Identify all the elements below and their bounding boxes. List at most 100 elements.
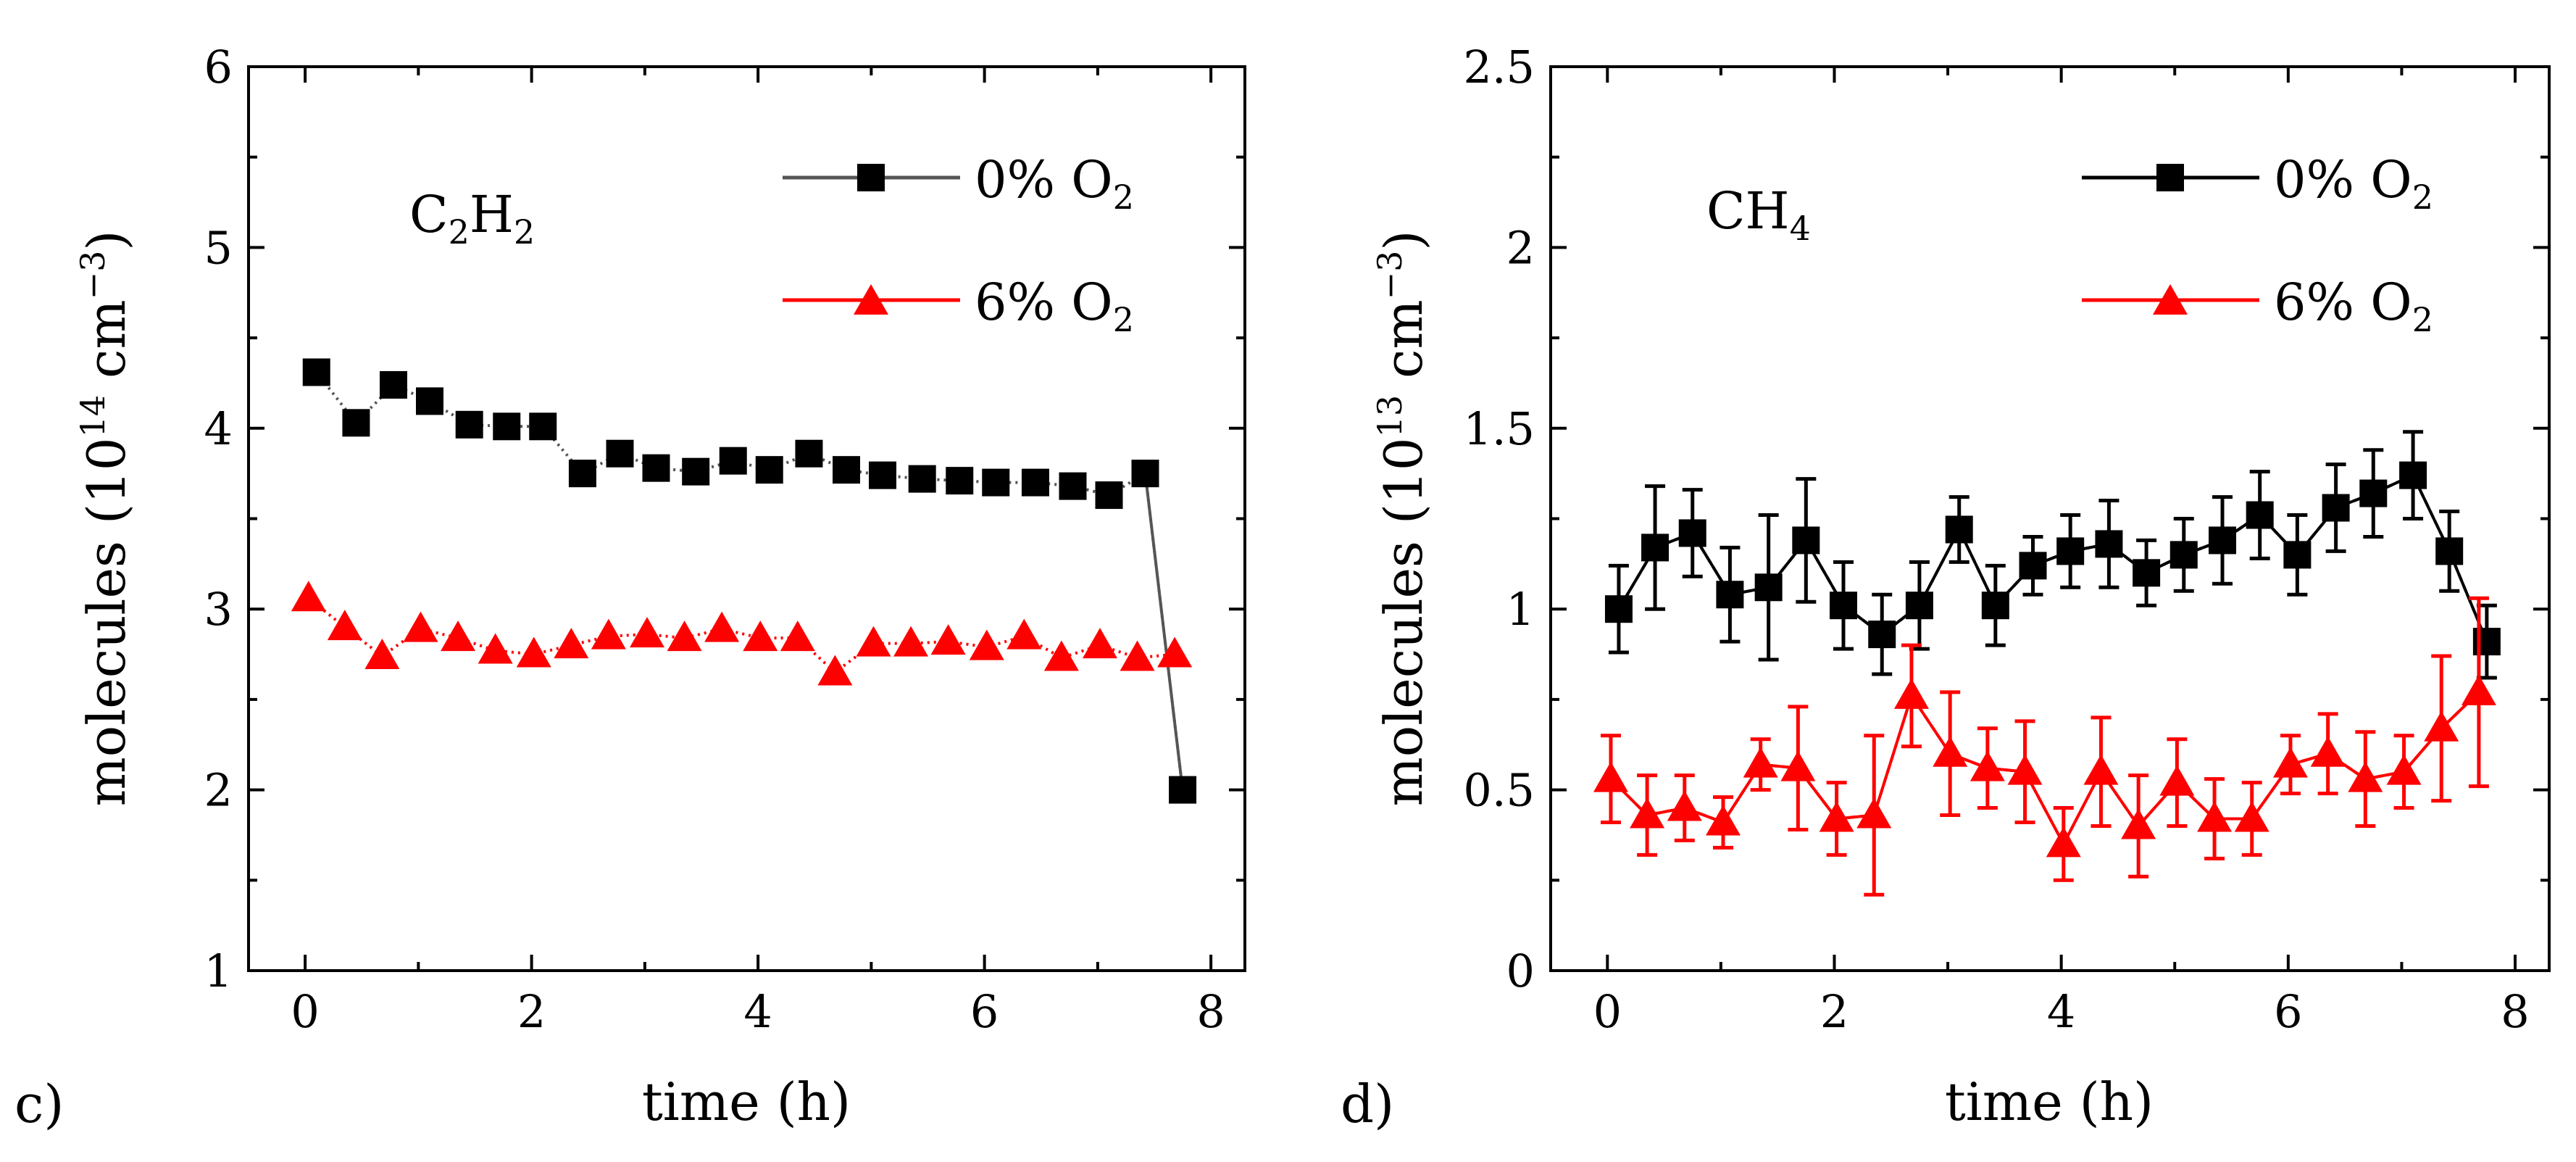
data-point-triangle xyxy=(2197,801,2233,832)
data-point-triangle xyxy=(1743,747,1778,778)
x-tick-label: 6 xyxy=(970,985,999,1038)
data-point-square xyxy=(1095,481,1123,510)
data-point-triangle xyxy=(704,611,740,642)
data-point-square xyxy=(455,410,483,439)
panel-label-c: c) xyxy=(14,1074,64,1134)
data-point-square xyxy=(1021,468,1049,497)
data-point-square xyxy=(529,412,557,441)
legend-label-1: 6% O2 xyxy=(2274,273,2433,339)
x-axis-label: time (h) xyxy=(1945,1071,2154,1132)
data-point-triangle xyxy=(2272,747,2308,778)
data-point-square xyxy=(1169,776,1197,804)
data-point-triangle xyxy=(780,621,815,652)
data-point-triangle xyxy=(478,633,513,664)
data-point-triangle xyxy=(1667,790,1702,821)
data-point-square xyxy=(1716,581,1744,609)
y-tick-label: 4 xyxy=(204,402,233,455)
data-point-square xyxy=(833,456,860,484)
data-point-triangle xyxy=(2424,710,2459,742)
y-tick-label: 0.5 xyxy=(1463,764,1535,817)
x-axis-label: time (h) xyxy=(642,1071,851,1132)
data-point-square xyxy=(2435,537,2464,565)
x-tick-label: 0 xyxy=(291,985,319,1038)
data-point-triangle xyxy=(1969,750,2005,781)
data-point-square xyxy=(2359,479,2388,507)
data-point-square xyxy=(2056,537,2085,565)
data-point-square xyxy=(1604,595,1633,623)
legend-marker-triangle xyxy=(854,284,888,315)
data-point-triangle xyxy=(1780,750,1816,781)
data-point-triangle xyxy=(2310,736,2346,767)
x-tick-label: 8 xyxy=(2501,985,2529,1038)
data-point-triangle xyxy=(1893,678,1929,709)
data-point-triangle xyxy=(743,621,778,652)
x-tick-label: 2 xyxy=(517,985,546,1038)
data-point-square xyxy=(2399,461,2427,489)
data-point-triangle xyxy=(1157,636,1193,668)
data-point-square xyxy=(1641,534,1670,562)
series-line-solid xyxy=(1617,473,2488,642)
y-axis-label: molecules (1013 cm−3) xyxy=(1370,230,1434,806)
data-point-triangle xyxy=(667,621,702,652)
x-tick-label: 8 xyxy=(1196,985,1225,1038)
data-point-triangle xyxy=(930,624,966,655)
x-tick-label: 2 xyxy=(1820,985,1848,1038)
data-point-square xyxy=(1945,515,1973,544)
legend-marker-square xyxy=(857,164,885,191)
data-point-square xyxy=(1678,519,1706,547)
panel-c: 0 2 4 6 8 1 2 3 4 5 6 C2H2 0% O2 6% O2 time (h) mo… xyxy=(14,41,1246,1134)
data-point-triangle xyxy=(2083,754,2119,785)
data-point-triangle xyxy=(893,626,929,657)
series-line-drop xyxy=(1143,473,1185,790)
legend-marker-square xyxy=(2156,164,2184,191)
legend: 0% O2 6% O2 xyxy=(2082,150,2433,339)
y-tick-label: 5 xyxy=(204,221,233,274)
data-point-square xyxy=(2322,494,2350,522)
data-point-triangle xyxy=(969,629,1004,660)
series-group xyxy=(1593,430,2501,897)
data-point-triangle xyxy=(1083,628,1117,659)
x-tick-label: 4 xyxy=(2047,985,2075,1038)
data-point-square xyxy=(2169,541,2198,569)
data-point-triangle xyxy=(856,626,891,657)
series-line xyxy=(307,597,1175,675)
data-point-square xyxy=(1905,592,1933,620)
legend-label-0: 0% O2 xyxy=(975,150,1134,217)
data-point-triangle xyxy=(2007,754,2043,785)
tick-labels: 0 2 4 6 8 0 0.5 1 1.5 2 2.5 xyxy=(1463,41,2529,1038)
data-point-triangle xyxy=(591,618,626,650)
legend-marker-triangle xyxy=(2153,284,2188,315)
data-point-triangle xyxy=(817,655,853,686)
data-point-square xyxy=(682,457,710,486)
data-point-square xyxy=(342,409,370,437)
series-six-o2 xyxy=(291,581,1193,686)
data-point-triangle xyxy=(630,617,664,648)
y-tick-label: 1.5 xyxy=(1463,402,1535,455)
data-point-triangle xyxy=(1856,797,1892,829)
data-point-square xyxy=(416,387,443,415)
data-point-triangle xyxy=(291,581,326,612)
data-point-square xyxy=(1792,526,1820,555)
data-point-square xyxy=(908,465,936,493)
y-tick-label: 6 xyxy=(204,41,233,94)
data-point-square xyxy=(302,358,330,386)
data-point-square xyxy=(2283,541,2312,569)
data-point-triangle xyxy=(1006,618,1042,650)
data-point-triangle xyxy=(1706,805,1741,836)
panel-d: 0 2 4 6 8 0 0.5 1 1.5 2 2.5 CH4 0% O2 6% O2 time (… xyxy=(1341,41,2551,1134)
series-zero-o2 xyxy=(302,358,1197,804)
data-point-triangle xyxy=(2046,826,2081,858)
y-tick-label: 2 xyxy=(204,764,233,817)
data-point-square xyxy=(1981,592,2009,620)
data-point-square xyxy=(2209,526,2237,555)
data-point-triangle xyxy=(516,636,551,668)
data-point-square xyxy=(946,467,974,495)
data-point-triangle xyxy=(1933,736,1968,767)
x-tick-label: 6 xyxy=(2274,985,2302,1038)
data-point-square xyxy=(380,370,407,399)
data-point-triangle xyxy=(1593,761,1628,792)
data-point-square xyxy=(719,447,747,475)
data-point-triangle xyxy=(1630,797,1665,829)
panel-label-d: d) xyxy=(1341,1074,1394,1134)
y-tick-label: 3 xyxy=(204,583,233,636)
